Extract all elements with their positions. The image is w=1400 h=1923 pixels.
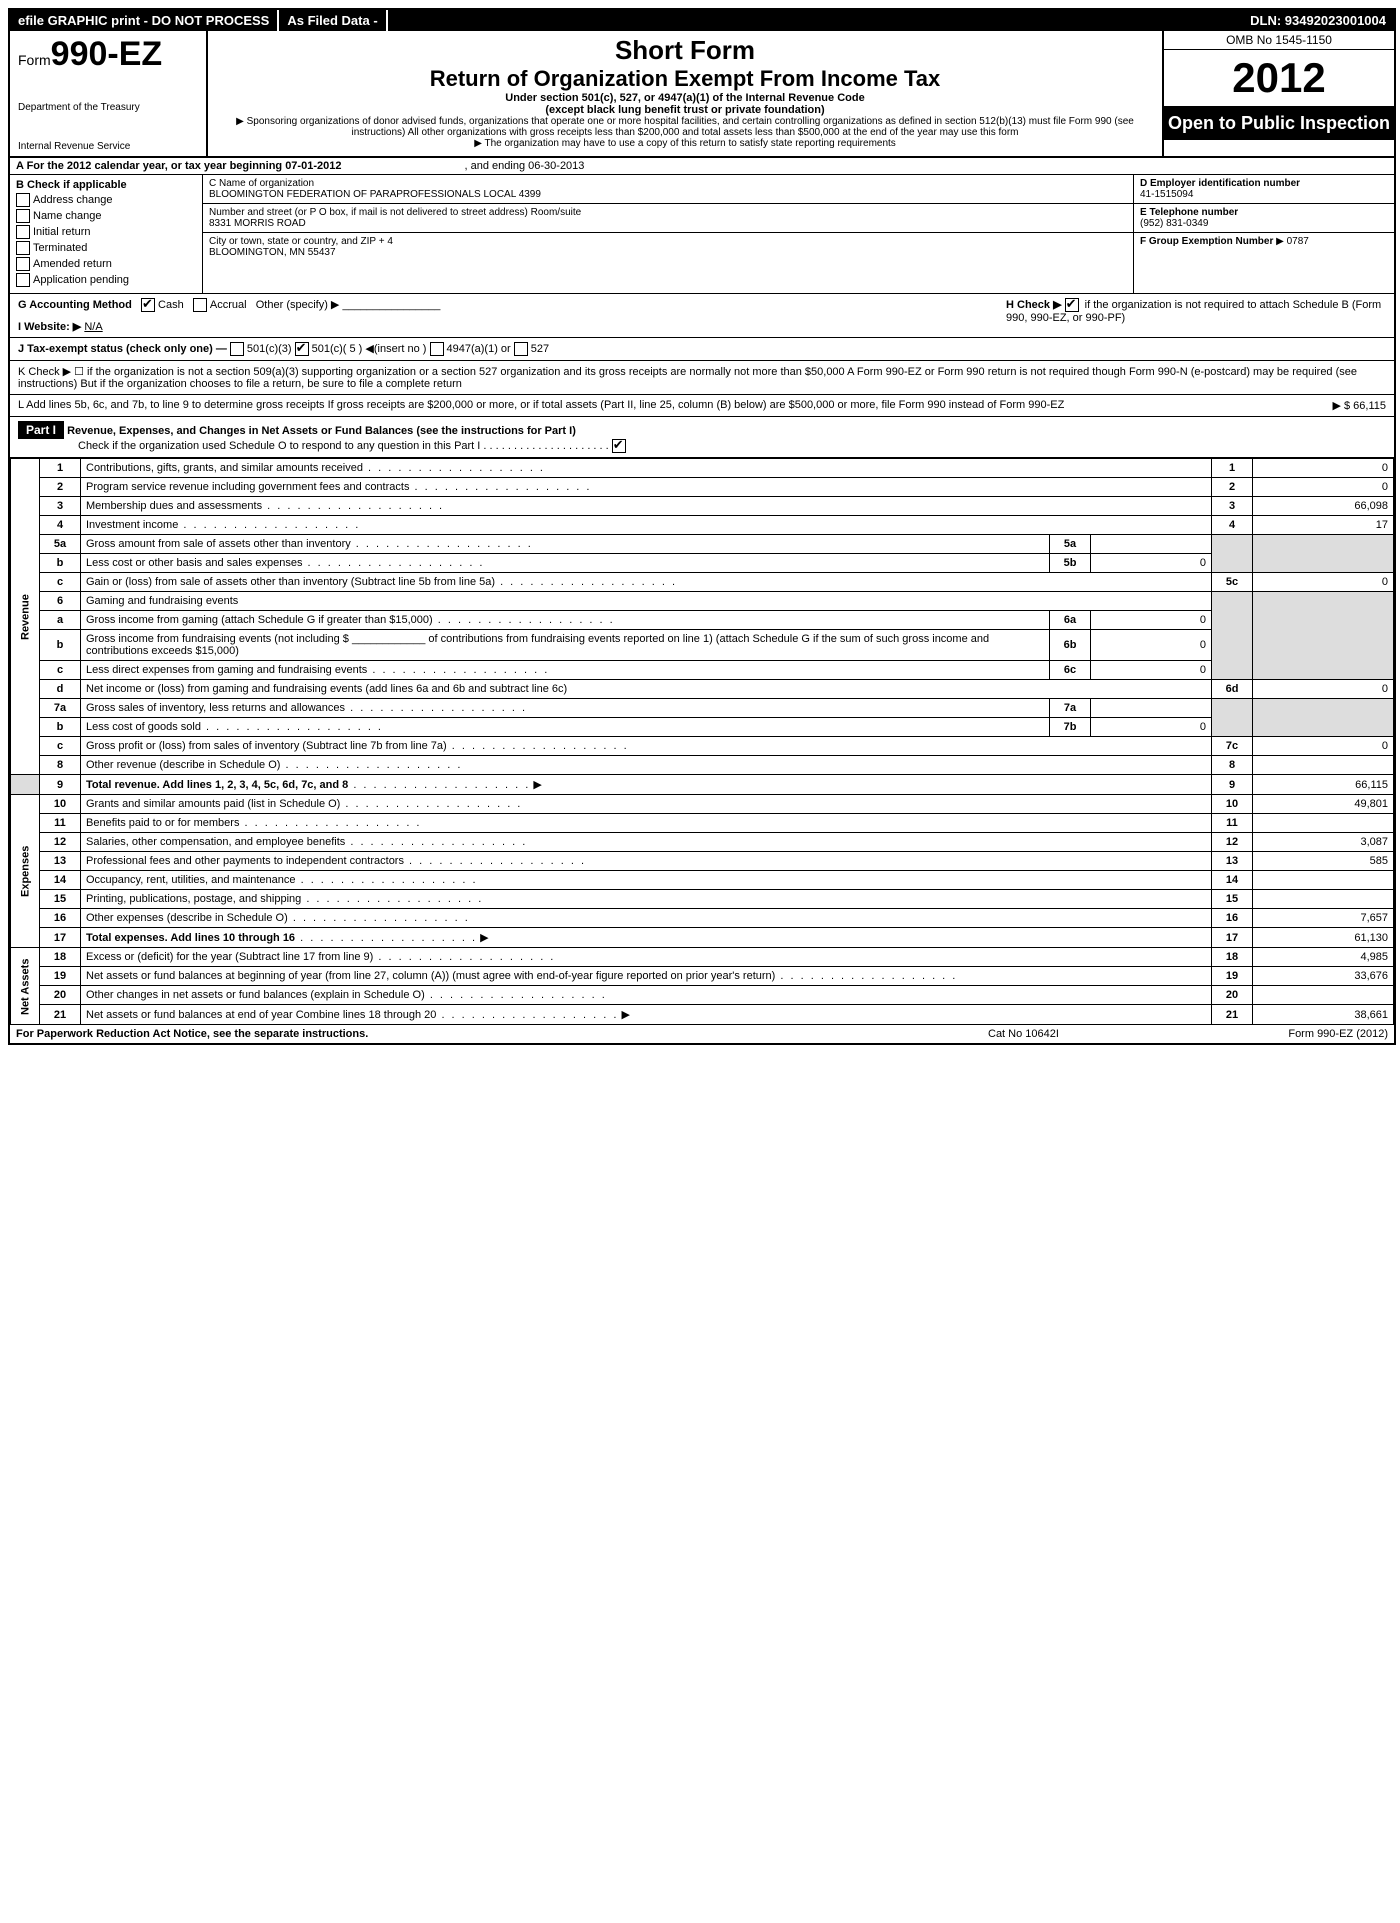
c-name: BLOOMINGTON FEDERATION OF PARAPROFESSION…	[209, 189, 1127, 200]
row-k: K Check ▶ ☐ if the organization is not a…	[10, 361, 1394, 395]
i-label: I Website: ▶	[18, 321, 81, 333]
part1-label: Part I	[18, 421, 64, 439]
chk-pending: Application pending	[16, 273, 196, 287]
header-right: OMB No 1545-1150 2012 Open to Public Ins…	[1162, 31, 1394, 156]
footer: For Paperwork Reduction Act Notice, see …	[10, 1025, 1394, 1043]
chk-amended: Amended return	[16, 257, 196, 271]
chk-terminated: Terminated	[16, 241, 196, 255]
checkbox-icon[interactable]	[16, 209, 30, 223]
h-label: H Check ▶	[1006, 299, 1062, 311]
chk-address: Address change	[16, 193, 196, 207]
k-text: K Check ▶ ☐ if the organization is not a…	[18, 366, 1357, 390]
lines-table: Revenue 1Contributions, gifts, grants, a…	[10, 458, 1394, 1025]
f-val: ▶ 0787	[1276, 236, 1309, 247]
checkbox-cash-icon[interactable]	[141, 298, 155, 312]
e-label: E Telephone number	[1140, 207, 1238, 218]
checkbox-icon[interactable]	[16, 273, 30, 287]
f-label: F Group Exemption Number	[1140, 236, 1273, 247]
footer-mid: Cat No 10642I	[988, 1028, 1208, 1040]
header-center: Short Form Return of Organization Exempt…	[208, 31, 1162, 156]
dept2: Internal Revenue Service	[18, 141, 198, 152]
c-name-label: C Name of organization	[209, 178, 1127, 189]
checkbox-icon[interactable]	[295, 342, 309, 356]
d-label: D Employer identification number	[1140, 178, 1300, 189]
section-b-to-f: B Check if applicable Address change Nam…	[10, 175, 1394, 294]
l-text: L Add lines 5b, 6c, and 7b, to line 9 to…	[18, 399, 1266, 412]
form-title: Return of Organization Exempt From Incom…	[216, 66, 1154, 92]
header: Form990-EZ Department of the Treasury In…	[10, 31, 1394, 158]
row-l: L Add lines 5b, 6c, and 7b, to line 9 to…	[10, 395, 1394, 417]
checkbox-icon[interactable]	[16, 257, 30, 271]
chk-name: Name change	[16, 209, 196, 223]
form-prefix: Form	[18, 52, 51, 68]
checkbox-icon[interactable]	[16, 193, 30, 207]
col-b: B Check if applicable Address change Nam…	[10, 175, 203, 293]
checkbox-h-icon[interactable]	[1065, 298, 1079, 312]
header-left: Form990-EZ Department of the Treasury In…	[10, 31, 208, 156]
checkbox-icon[interactable]	[16, 225, 30, 239]
e-val: (952) 831-0349	[1140, 218, 1208, 229]
open-to-public: Open to Public Inspection	[1164, 107, 1394, 140]
chk-initial: Initial return	[16, 225, 196, 239]
omb-number: OMB No 1545-1150	[1164, 31, 1394, 50]
row-a-label: A For the 2012 calendar year, or tax yea…	[16, 160, 341, 172]
asfiled-label: As Filed Data -	[277, 10, 387, 31]
c-city-label: City or town, state or country, and ZIP …	[209, 236, 1127, 247]
subtitle1: Under section 501(c), 527, or 4947(a)(1)…	[216, 92, 1154, 104]
row-a: A For the 2012 calendar year, or tax yea…	[10, 158, 1394, 175]
c-street: 8331 MORRIS ROAD	[209, 218, 1127, 229]
checkbox-icon[interactable]	[514, 342, 528, 356]
footer-right: Form 990-EZ (2012)	[1208, 1028, 1388, 1040]
tax-year: 2012	[1164, 50, 1394, 107]
part1-header: Part I Revenue, Expenses, and Changes in…	[10, 417, 1394, 458]
d-val: 41-1515094	[1140, 189, 1193, 200]
checkbox-schedo-icon[interactable]	[612, 439, 626, 453]
part1-check: Check if the organization used Schedule …	[78, 440, 609, 452]
c-city: BLOOMINGTON, MN 55437	[209, 247, 1127, 258]
form-990ez: efile GRAPHIC print - DO NOT PROCESS As …	[8, 8, 1396, 1045]
checkbox-icon[interactable]	[230, 342, 244, 356]
note2: ▶ The organization may have to use a cop…	[216, 138, 1154, 149]
row-g-h: G Accounting Method Cash Accrual Other (…	[10, 294, 1394, 338]
c-street-label: Number and street (or P O box, if mail i…	[209, 207, 1127, 218]
note1: ▶ Sponsoring organizations of donor advi…	[216, 116, 1154, 138]
short-form: Short Form	[216, 35, 1154, 66]
i-val: N/A	[84, 321, 102, 333]
j-label: J Tax-exempt status (check only one) —	[18, 343, 227, 355]
part1-title: Revenue, Expenses, and Changes in Net As…	[67, 425, 576, 437]
revenue-label: Revenue	[11, 459, 40, 775]
col-d: D Employer identification number 41-1515…	[1133, 175, 1394, 293]
h-text: if the organization is not required to a…	[1006, 299, 1381, 324]
dln-label: DLN: 93492023001004	[1242, 10, 1394, 31]
subtitle2: (except black lung benefit trust or priv…	[216, 104, 1154, 116]
form-number: 990-EZ	[51, 35, 163, 73]
checkbox-icon[interactable]	[430, 342, 444, 356]
checkbox-icon[interactable]	[16, 241, 30, 255]
g-label: G Accounting Method	[18, 299, 132, 311]
netassets-label: Net Assets	[11, 948, 40, 1025]
row-j: J Tax-exempt status (check only one) — 5…	[10, 338, 1394, 361]
expenses-label: Expenses	[11, 795, 40, 948]
checkbox-accrual-icon[interactable]	[193, 298, 207, 312]
topbar: efile GRAPHIC print - DO NOT PROCESS As …	[10, 10, 1394, 31]
row-a-ending: , and ending 06-30-2013	[465, 160, 585, 172]
l-val: ▶ $ 66,115	[1266, 399, 1386, 412]
footer-left: For Paperwork Reduction Act Notice, see …	[16, 1028, 988, 1040]
col-c: C Name of organization BLOOMINGTON FEDER…	[203, 175, 1133, 293]
dept1: Department of the Treasury	[18, 102, 198, 113]
efile-label: efile GRAPHIC print - DO NOT PROCESS	[10, 10, 277, 31]
col-b-label: B Check if applicable	[16, 179, 196, 191]
